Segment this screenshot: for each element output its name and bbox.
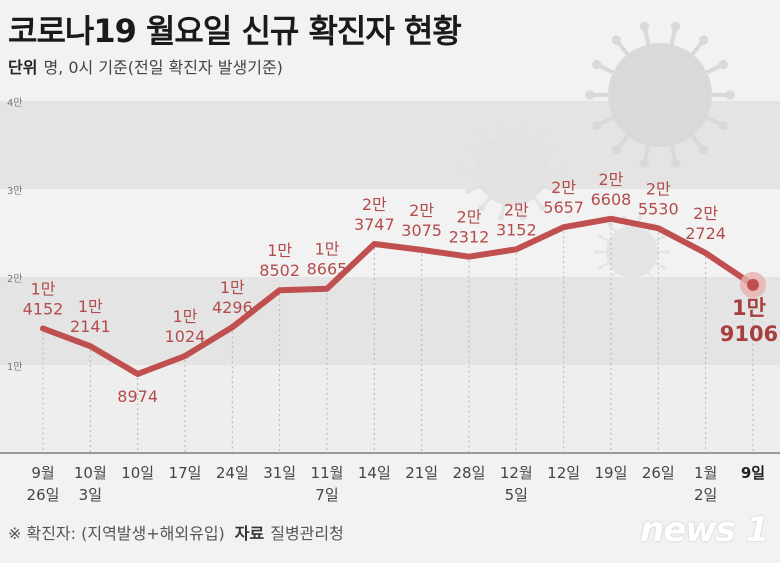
- data-label: 9106: [720, 322, 778, 346]
- data-label: 2만: [599, 170, 624, 189]
- data-label: 5657: [543, 198, 584, 217]
- x-tick-label: 7일: [315, 486, 338, 504]
- data-label: 1만: [31, 279, 56, 298]
- x-tick-label: 31일: [263, 464, 296, 482]
- data-label: 1만: [267, 241, 292, 260]
- data-label: 2만: [551, 178, 576, 197]
- data-label: 3152: [496, 220, 537, 239]
- data-label: 2만: [693, 204, 718, 223]
- chart-title: 코로나19 월요일 신규 확진자 현황: [8, 12, 462, 50]
- data-label: 2312: [449, 228, 490, 247]
- grid-band: [0, 277, 780, 365]
- x-tick-label: 17일: [169, 464, 202, 482]
- unit-text: 명, 0시 기준(전일 확진자 발생기준): [43, 58, 283, 77]
- unit-line: 단위 명, 0시 기준(전일 확진자 발생기준): [8, 54, 283, 78]
- x-tick-label: 1월: [694, 464, 717, 482]
- x-tick-label: 26일: [642, 464, 675, 482]
- data-label: 1만: [220, 278, 245, 297]
- footer: ※ 확진자: (지역발생+해외유입) 자료 질병관리청: [8, 520, 344, 544]
- x-tick-label: 3일: [79, 486, 102, 504]
- data-label: 2만: [457, 208, 482, 227]
- data-label: 1만: [732, 296, 766, 320]
- data-label: 1024: [165, 327, 206, 346]
- x-tick-label: 26일: [27, 486, 60, 504]
- unit-label: 단위: [8, 58, 38, 77]
- grid-band: [0, 365, 780, 453]
- data-label: 8502: [259, 261, 300, 280]
- data-label: 1만: [315, 240, 340, 259]
- y-tick-label: 4만: [7, 97, 23, 109]
- data-label: 4296: [212, 298, 253, 317]
- x-tick-label: 28일: [453, 464, 486, 482]
- y-tick-label: 1만: [7, 361, 23, 373]
- x-tick-label: 10일: [121, 464, 154, 482]
- x-tick-label: 24일: [216, 464, 249, 482]
- x-tick-label: 5일: [505, 486, 528, 504]
- x-tick-label: 12일: [547, 464, 580, 482]
- data-label: 2만: [409, 201, 434, 220]
- x-tick-label: 21일: [405, 464, 438, 482]
- y-tick-label: 3만: [7, 185, 23, 197]
- series-line: [40, 215, 756, 377]
- data-label: 8665: [307, 260, 348, 279]
- y-tick-label: 2만: [7, 273, 23, 285]
- data-label: 1만: [173, 307, 198, 326]
- data-label: 2만: [646, 179, 671, 198]
- x-tick-label: 14일: [358, 464, 391, 482]
- x-tick-label: 11월: [311, 464, 344, 482]
- virus-icon: [594, 215, 670, 289]
- data-label: 3747: [354, 215, 395, 234]
- x-tick-label: 2일: [694, 486, 717, 504]
- data-label: 2724: [685, 224, 726, 243]
- data-label: 3075: [401, 221, 442, 240]
- x-tick-label: 9일: [741, 464, 765, 482]
- virus-icon: [585, 21, 735, 169]
- data-label: 6608: [591, 190, 632, 209]
- data-label: 2만: [362, 195, 387, 214]
- last-point: [746, 278, 759, 291]
- x-tick-label: 12월: [500, 464, 533, 482]
- data-label: 4152: [23, 299, 64, 318]
- source-name: 질병관리청: [270, 524, 344, 543]
- news1-logo: news 1: [640, 510, 769, 550]
- data-label: 5530: [638, 199, 679, 218]
- x-tick-label: 10월: [74, 464, 107, 482]
- virus-icon: [460, 119, 564, 221]
- data-label: 2141: [70, 317, 111, 336]
- x-tick-label: 19일: [595, 464, 628, 482]
- data-label: 1만: [78, 297, 103, 316]
- footer-note: ※ 확진자: (지역발생+해외유입): [8, 524, 225, 543]
- source-label: 자료: [234, 524, 265, 543]
- data-label: 2만: [504, 200, 529, 219]
- x-tick-label: 9월: [31, 464, 54, 482]
- data-label: 8974: [117, 387, 158, 406]
